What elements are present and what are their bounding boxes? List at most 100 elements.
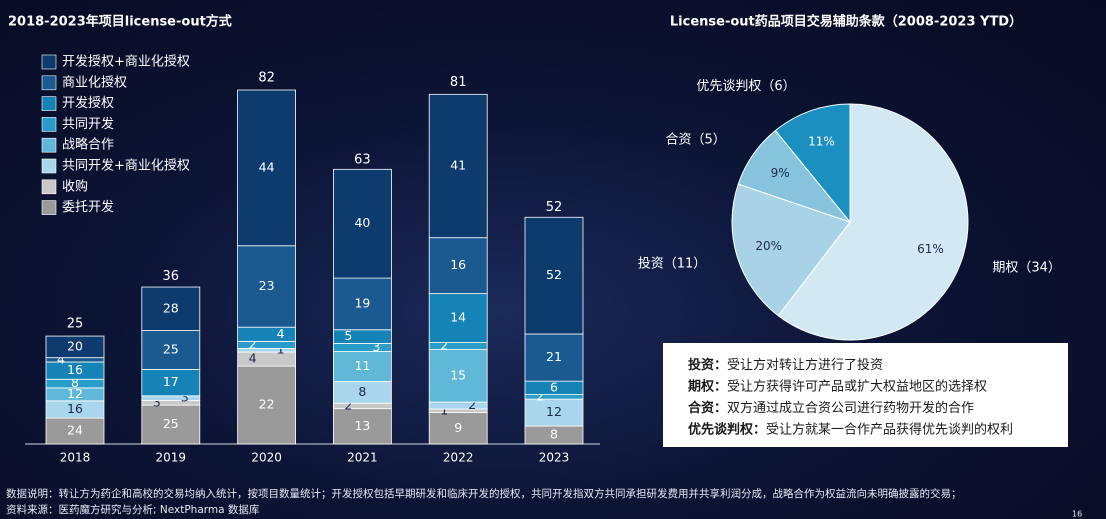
slice-category-label: 优先谈判权（6）: [696, 78, 795, 94]
segment-label: 22: [259, 397, 275, 412]
bar-segment: [332, 402, 392, 410]
segment-label: 21: [546, 349, 562, 364]
legend-label: 共同开发: [62, 116, 114, 132]
legend-label: 开发授权+商业化授权: [62, 54, 190, 70]
legend-label: 共同开发+商业化授权: [62, 158, 190, 174]
total-label: 25: [67, 317, 84, 332]
footnote: 数据说明：转让方为药企和高校的交易均纳入统计，按项目数量统计；开发授权包括早期研…: [6, 487, 962, 500]
legend-swatch: [41, 54, 57, 70]
bar-chart-title: 2018-2023年项目license-out方式: [8, 14, 232, 30]
legend-swatch: [41, 179, 57, 195]
definition: 合资：双方通过成立合资公司进行药物开发的合作: [688, 400, 974, 416]
slice-value-label: 61%: [917, 242, 944, 256]
bar-segment: [428, 349, 488, 403]
legend-label: 商业化授权: [62, 74, 127, 90]
bar-segment: [237, 340, 297, 349]
definition-text: 受让方对转让方进行了投资: [727, 357, 883, 373]
definition-term: 期权：: [688, 378, 727, 394]
bar-segment: [237, 348, 297, 353]
legend-swatch: [41, 96, 57, 111]
segment-label: 16: [67, 362, 83, 377]
segment-label: 8: [71, 375, 79, 390]
slice-category-label: 合资（5）: [665, 132, 725, 147]
segment-label: 25: [163, 416, 179, 431]
pie-chart-title: License-out药品项目交易辅助条款（2008-2023 YTD）: [670, 14, 1022, 30]
segment-label: 2: [536, 388, 544, 403]
slice-category-label: 期权（34）: [992, 260, 1061, 276]
segment-label: 16: [450, 257, 466, 272]
segment-label: 44: [259, 159, 275, 174]
segment-label: 12: [546, 404, 562, 419]
segment-label: 6: [550, 379, 558, 394]
legend-swatch: [41, 200, 57, 215]
legend-swatch: [41, 137, 57, 153]
bar-segment: [524, 398, 584, 427]
bar-segment: [332, 351, 392, 382]
page-number: 16: [1072, 510, 1082, 519]
segment-label: 41: [450, 158, 466, 173]
bar-segment: [141, 404, 201, 445]
segment-label: 5: [344, 328, 352, 343]
legend-label: 开发授权: [62, 95, 114, 111]
definition-term: 投资：: [688, 357, 727, 373]
segment-label: 16: [67, 401, 83, 416]
bar-segment: [428, 401, 488, 410]
x-tick-label: 2020: [251, 451, 282, 465]
bar-segment: [237, 351, 297, 367]
x-tick-label: 2022: [443, 451, 474, 465]
bar-segment: [45, 335, 105, 359]
bar-segment: [141, 400, 201, 406]
pie-slice: [731, 183, 851, 317]
bar-segment: [428, 408, 488, 413]
segment-label: 28: [163, 300, 179, 315]
definition-term: 合资：: [688, 400, 727, 416]
bar-segment: [237, 326, 297, 342]
slice-value-label: 20%: [755, 239, 782, 253]
definition: 优先谈判权：受让方就某一合作产品获得优先谈判的权利: [688, 421, 1013, 437]
total-label: 81: [450, 75, 467, 90]
segment-label: 12: [67, 386, 83, 401]
total-label: 63: [354, 153, 371, 168]
bar-segment: [428, 412, 488, 445]
x-tick-label: 2018: [60, 451, 91, 465]
segment-label: 3: [153, 394, 161, 409]
bar-segment: [237, 245, 297, 328]
segment-label: 8: [550, 427, 558, 442]
segment-label: 19: [354, 295, 370, 310]
segment-label: 24: [67, 423, 83, 438]
segment-label: 9: [454, 420, 462, 435]
segment-label: 1: [277, 342, 285, 357]
definition-text: 双方通过成立合资公司进行药物开发的合作: [727, 400, 974, 416]
bar-segment: [332, 277, 392, 331]
slice-value-label: 11%: [808, 134, 835, 148]
definition-text: 受让方获得许可产品或扩大权益地区的选择权: [727, 378, 987, 394]
x-tick-label: 2023: [539, 451, 570, 465]
segment-label: 3: [372, 339, 380, 354]
slice-value-label: 9%: [771, 166, 790, 180]
segment-label: 1: [440, 402, 448, 417]
bar-segment: [141, 286, 201, 331]
legend-label: 收购: [62, 178, 88, 194]
bar-segment: [237, 89, 297, 247]
bar-segment: [524, 394, 584, 400]
bar-segment: [524, 333, 584, 382]
bar-segment: [332, 329, 392, 344]
bar-segment: [141, 395, 201, 401]
segment-label: 4: [277, 326, 285, 341]
segment-label: 11: [354, 358, 370, 373]
pie-slice: [777, 103, 969, 341]
definition: 投资：受让方对转让方进行了投资: [688, 357, 883, 373]
segment-label: 20: [67, 338, 83, 353]
legend-swatch: [41, 75, 57, 91]
segment-label: 4: [249, 351, 257, 366]
segment-label: 4: [57, 351, 65, 366]
total-label: 52: [546, 200, 563, 215]
legend-label: 战略合作: [62, 137, 114, 153]
segment-label: 2: [468, 397, 476, 412]
segment-label: 14: [450, 310, 466, 325]
slice-category-label: 投资（11）: [638, 255, 707, 271]
segment-label: 2: [344, 397, 352, 412]
legend-swatch: [41, 158, 57, 174]
segment-label: 17: [163, 374, 179, 389]
legend-label: 委托开发: [62, 199, 114, 215]
